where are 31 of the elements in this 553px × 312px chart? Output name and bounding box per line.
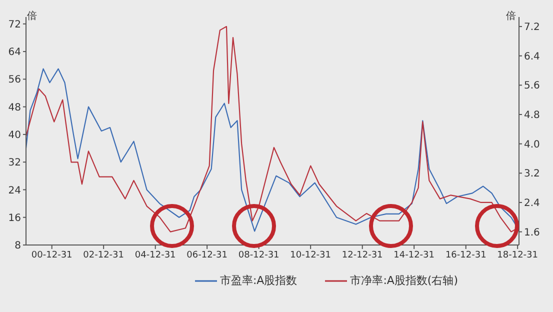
y2-tick-label: 4.0 — [524, 139, 540, 150]
y2-tick-label: 5.6 — [524, 80, 540, 92]
y2-tick-label: 6.4 — [524, 51, 540, 62]
y-tick-label: 72 — [8, 19, 21, 30]
x-tick-label: 02-12-31 — [83, 250, 124, 260]
y-tick-label: 16 — [8, 212, 21, 224]
y2-tick-label: 2.4 — [524, 198, 540, 210]
y-tick-label: 32 — [8, 158, 21, 169]
y-tick-label: 64 — [8, 47, 21, 58]
y-axis-title: 倍 — [27, 10, 37, 23]
y2-tick-label: 4.8 — [524, 110, 540, 122]
y-tick-label: 24 — [8, 185, 21, 196]
y-tick-label: 56 — [8, 74, 21, 86]
y-tick-label: 8 — [14, 240, 21, 252]
y2-tick-label: 3.2 — [524, 168, 540, 180]
x-tick-label: 04-12-31 — [134, 250, 176, 260]
y-tick-label: 48 — [8, 102, 21, 114]
x-tick-label: 14-12-31 — [394, 250, 435, 260]
legend-label: 市盈率:A股指数 — [220, 273, 298, 288]
x-tick-label: 06-12-31 — [186, 250, 228, 260]
y2-axis-title: 倍 — [506, 10, 516, 23]
y2-tick-label: 1.6 — [524, 227, 540, 238]
x-tick-label: 12-12-31 — [342, 250, 383, 260]
x-tick-label: 18-12-31 — [497, 250, 538, 260]
x-tick-label: 08-12-31 — [238, 250, 280, 260]
x-tick-label: 00-12-31 — [31, 250, 72, 260]
y-tick-label: 40 — [8, 130, 21, 142]
legend-label: 市净率:A股指数(右轴) — [350, 273, 458, 288]
x-tick-label: 16-12-31 — [445, 250, 486, 260]
x-tick-label: 10-12-31 — [290, 250, 332, 260]
y2-tick-label: 7.2 — [524, 22, 540, 34]
